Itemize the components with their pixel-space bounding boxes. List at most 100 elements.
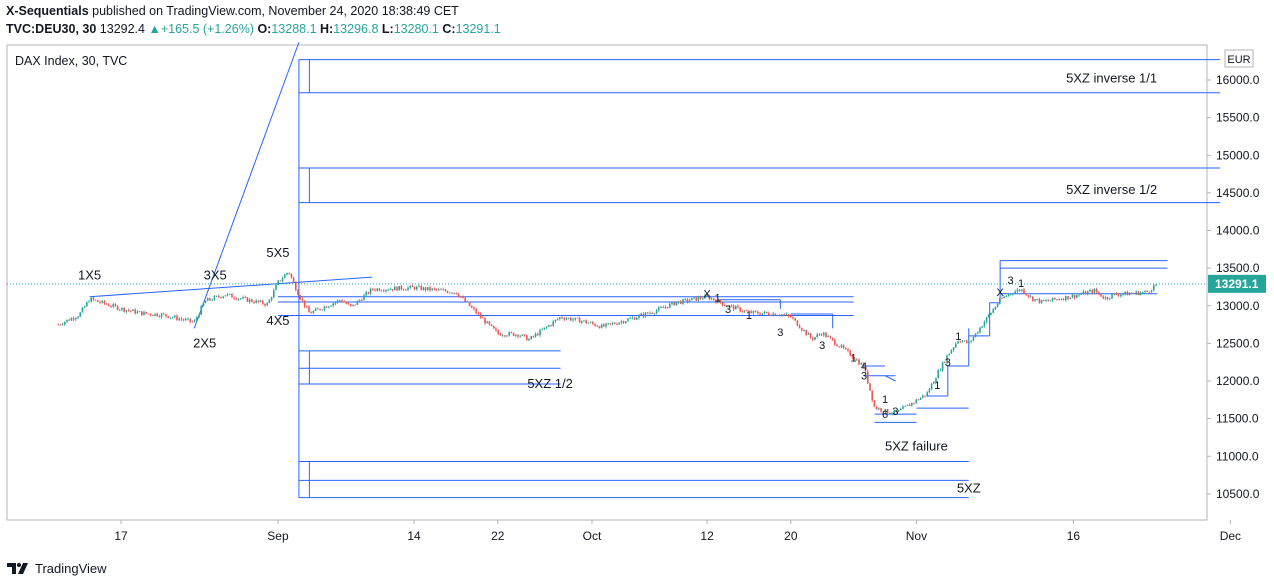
candle-body	[152, 315, 154, 316]
candle-body	[493, 325, 495, 329]
candle-body	[688, 300, 691, 302]
candle-body	[156, 313, 159, 317]
candle-body	[803, 330, 805, 331]
candle-body	[737, 306, 739, 308]
candle-body	[365, 292, 368, 296]
candle-body	[996, 303, 999, 307]
candle-body	[77, 316, 79, 319]
candle-body	[402, 289, 405, 291]
candle-body	[350, 304, 352, 306]
candle-body	[1122, 294, 1124, 295]
candle-body	[693, 297, 695, 299]
candle-body	[167, 316, 170, 318]
candle-body	[453, 292, 456, 294]
candle-body	[893, 410, 896, 414]
count-label: 3	[892, 406, 898, 418]
candle-body	[444, 289, 447, 292]
candle-body	[1100, 293, 1102, 297]
candle-body	[900, 408, 902, 410]
candle-body	[356, 300, 359, 305]
candle-body	[488, 321, 491, 325]
candle-body	[829, 336, 832, 338]
candle-body	[1003, 296, 1006, 299]
candle-body	[616, 323, 618, 325]
candle-body	[548, 325, 550, 327]
candle-body	[622, 321, 625, 323]
candle-body	[1012, 293, 1014, 295]
candle-body	[504, 335, 506, 337]
candle-body	[1155, 284, 1157, 286]
candle-body	[543, 327, 546, 330]
candle-body	[229, 293, 231, 295]
candle-body	[809, 333, 812, 338]
candle-body	[193, 320, 196, 322]
candle-body	[466, 301, 469, 303]
candle-body	[961, 341, 964, 343]
candle-body	[1113, 293, 1116, 295]
candle-body	[361, 300, 363, 301]
candle-body	[99, 301, 101, 303]
candle-body	[1067, 296, 1069, 299]
candle-body	[290, 273, 293, 278]
candle-body	[840, 345, 843, 348]
candle-body	[1069, 297, 1072, 299]
candle-body	[842, 345, 845, 349]
candle-body	[482, 317, 484, 319]
candle-body	[288, 272, 291, 274]
candle-body	[134, 309, 137, 314]
candle-body	[440, 289, 442, 291]
candle-body	[1084, 291, 1087, 295]
candle-body	[820, 334, 823, 336]
candle-body	[1135, 291, 1138, 294]
candle-body	[332, 303, 335, 306]
candle-body	[651, 312, 654, 314]
candle-body	[464, 297, 467, 302]
candle-body	[860, 363, 863, 365]
x-tick-label: Nov	[906, 529, 927, 543]
tradingview-footer[interactable]: TradingView	[6, 559, 107, 577]
candle-body	[433, 288, 436, 290]
candle-body	[937, 370, 940, 379]
candle-body	[1126, 291, 1129, 296]
candle-body	[748, 311, 750, 312]
candle-body	[176, 315, 178, 320]
high-label: H:	[320, 22, 334, 36]
candle-body	[537, 333, 539, 336]
candle-body	[990, 312, 992, 315]
candle-body	[680, 301, 682, 304]
candle-body	[374, 289, 376, 291]
candle-body	[196, 317, 198, 321]
candle-body	[730, 305, 733, 307]
candle-body	[550, 325, 552, 326]
candle-body	[884, 409, 887, 413]
high-value: 13296.8	[333, 22, 379, 36]
open-label: O:	[257, 22, 272, 36]
candle-body	[741, 311, 744, 313]
candle-body	[97, 300, 99, 302]
candle-body	[246, 297, 249, 302]
candle-body	[1076, 295, 1078, 298]
candle-body	[262, 300, 264, 304]
candle-body	[761, 313, 764, 315]
candle-body	[838, 346, 841, 348]
candle-body	[691, 298, 693, 301]
candle-body	[952, 347, 955, 351]
candle-body	[933, 382, 935, 384]
candle-body	[1095, 289, 1098, 293]
candle-body	[123, 307, 126, 312]
count-label: 1	[955, 331, 961, 343]
candle-body	[270, 297, 273, 300]
candle-body	[112, 304, 115, 307]
candle-body	[275, 284, 277, 291]
candle-body	[583, 320, 585, 322]
candle-body	[163, 313, 165, 315]
candle-body	[127, 310, 130, 311]
candle-body	[702, 298, 704, 300]
candle-body	[92, 297, 95, 300]
candle-body	[409, 285, 412, 288]
x-tick-label: Oct	[583, 529, 602, 543]
candle-body	[1133, 293, 1135, 295]
candle-body	[750, 311, 753, 314]
x-tick-label: Dec	[1220, 529, 1241, 543]
